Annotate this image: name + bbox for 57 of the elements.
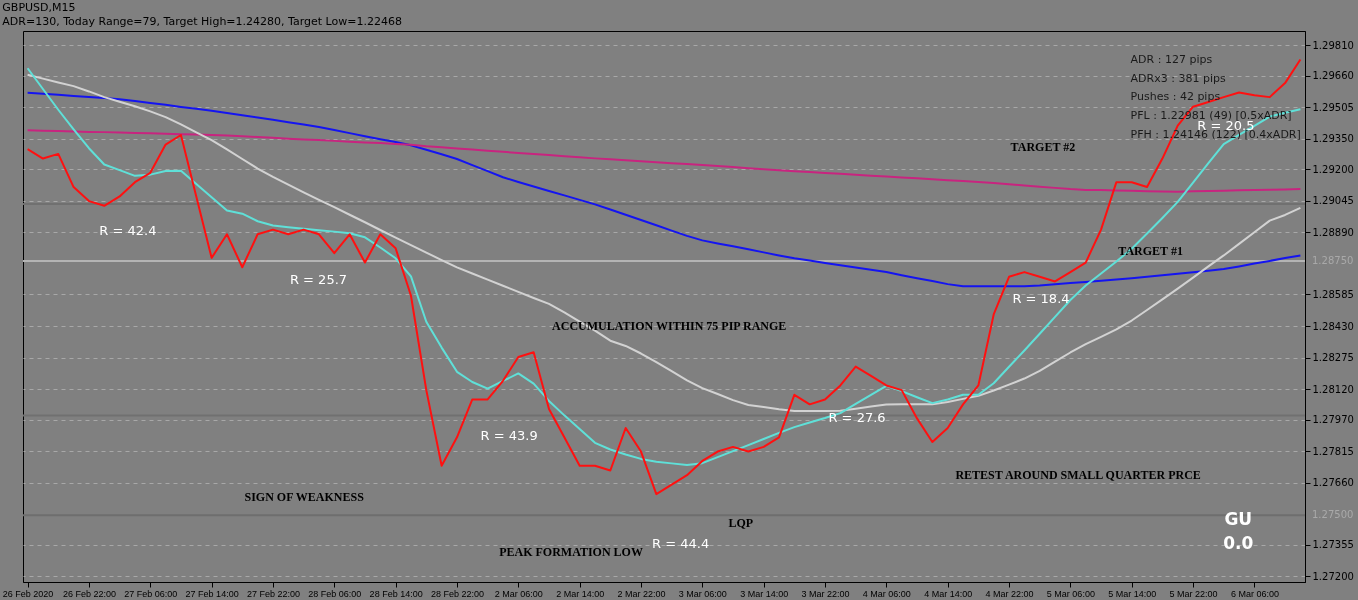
annotation: Pushes : 42 pips [1130, 90, 1221, 104]
y-tick-label: 1.27200 [1312, 570, 1354, 582]
x-tick-label: 4 Mar 06:00 [862, 588, 911, 599]
x-tick-label: 3 Mar 14:00 [740, 588, 789, 599]
x-tick-label: 5 Mar 06:00 [1046, 588, 1095, 599]
line-series [26, 73, 1302, 412]
annotation: SIGN OF WEAKNESS [244, 489, 365, 504]
x-tick-label: 2 Mar 06:00 [494, 588, 543, 599]
x-tick-label: 28 Feb 14:00 [369, 588, 423, 599]
y-tick-label: 1.27660 [1312, 477, 1354, 489]
annotation: PEAK FORMATION LOW [499, 544, 643, 559]
y-tick-label: 1.27815 [1312, 445, 1354, 457]
y-tick-label: 1.29045 [1312, 195, 1354, 207]
x-tick-label: 27 Feb 06:00 [124, 588, 178, 599]
annotation: 0.0 [1223, 533, 1254, 554]
x-tick-label: 5 Mar 14:00 [1108, 588, 1157, 599]
x-tick-label: 27 Feb 14:00 [185, 588, 239, 599]
y-tick-label: 1.27355 [1312, 539, 1354, 551]
y-tick-label: 1.28120 [1312, 383, 1354, 395]
x-tick-label: 28 Feb 06:00 [308, 588, 362, 599]
y-tick-label: 1.28890 [1312, 226, 1354, 238]
x-tick-label: 27 Feb 22:00 [246, 588, 300, 599]
x-tick-label: 4 Mar 22:00 [985, 588, 1034, 599]
y-tick-label: 1.28430 [1312, 320, 1354, 332]
y-tick-label: 1.29810 [1312, 39, 1354, 51]
annotation: R = 42.4 [99, 223, 157, 239]
x-tick-label: 26 Feb 22:00 [62, 588, 116, 599]
annotation: ADR : 127 pips [1130, 53, 1213, 67]
y-tick-label: 1.29505 [1312, 101, 1354, 113]
x-tick-label: 2 Mar 14:00 [556, 588, 605, 599]
annotation: ADRx3 : 381 pips [1130, 72, 1226, 86]
y-tick-label: 1.28275 [1312, 352, 1354, 364]
x-tick-label: 2 Mar 22:00 [617, 588, 666, 599]
chart-title: GBPUSD,M15 [2, 1, 76, 14]
annotation: LQP [728, 516, 754, 531]
line-series [26, 129, 1302, 193]
y-tick-label: 1.28585 [1312, 289, 1354, 300]
x-tick-label: 3 Mar 22:00 [801, 588, 850, 599]
annotation: R = 25.7 [289, 271, 348, 287]
y-tick-label: 1.29350 [1312, 133, 1354, 145]
y-tick-label: 1.29200 [1312, 163, 1354, 175]
annotation: TARGET #2 [1010, 140, 1076, 155]
annotation: GU [1224, 508, 1253, 529]
annotation: R = 43.9 [480, 427, 538, 443]
x-tick-label: 3 Mar 06:00 [678, 588, 727, 599]
y-tick-label: 1.27970 [1312, 414, 1354, 426]
annotation: RETEST AROUND SMALL QUARTER PRCE [955, 468, 1201, 483]
line-series [26, 91, 1302, 288]
chart-subtitle: ADR=130, Today Range=79, Target High=1.24280, Target Low=1.22468 [2, 15, 402, 28]
x-tick-label: 26 Feb 2020 [2, 588, 54, 599]
y-tick-label: 1.29660 [1312, 70, 1354, 82]
annotation: R = 44.4 [652, 536, 710, 552]
x-tick-label: 28 Feb 22:00 [430, 588, 484, 599]
x-tick-label: 4 Mar 14:00 [924, 588, 973, 599]
x-tick-label: 6 Mar 06:00 [1230, 588, 1279, 599]
annotation: R = 18.4 [1012, 291, 1070, 307]
x-tick-label: 5 Mar 22:00 [1169, 588, 1218, 599]
